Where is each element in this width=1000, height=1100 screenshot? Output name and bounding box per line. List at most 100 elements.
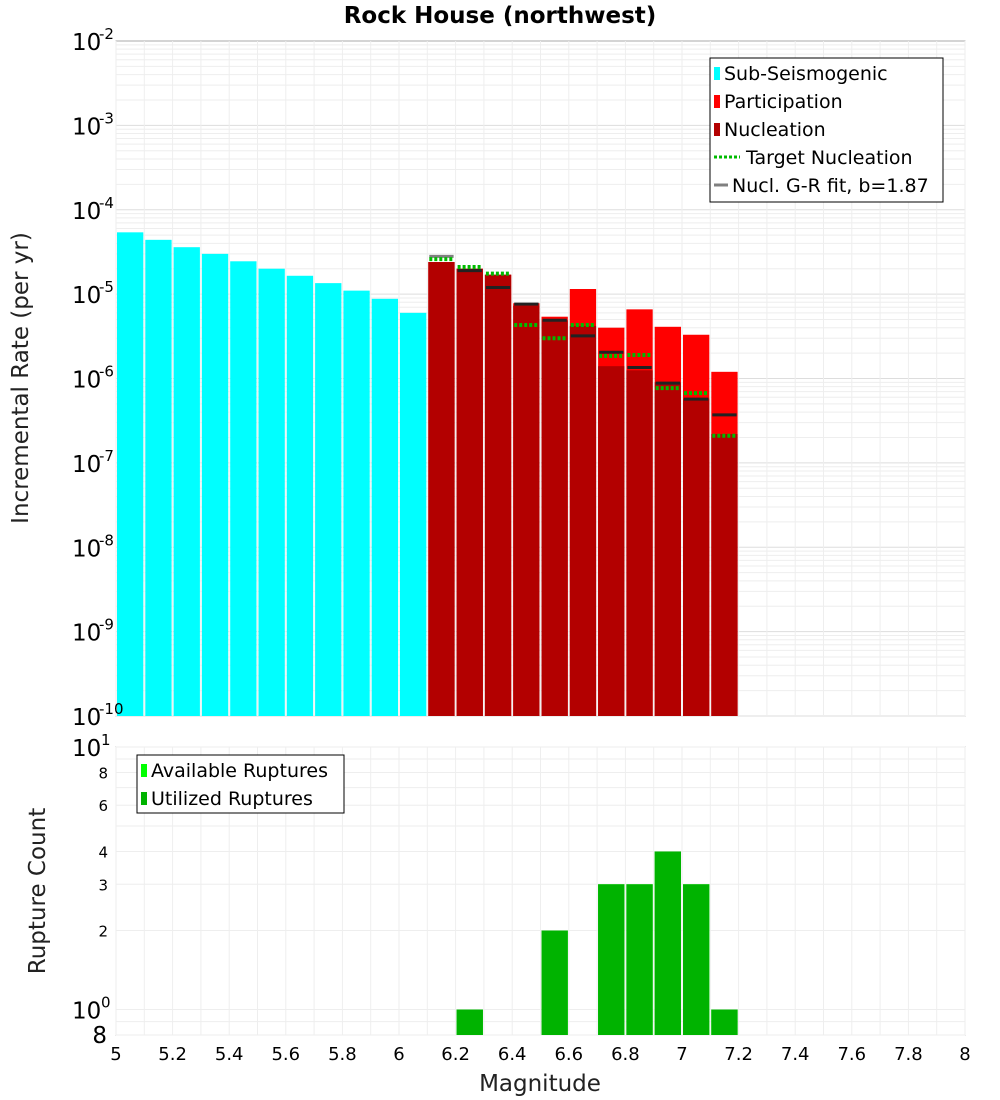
sub-seismogenic-bar (371, 298, 398, 716)
legend-label-participation: Participation (724, 91, 843, 113)
rate-legend-box (709, 57, 944, 203)
sub-seismogenic-bar (117, 232, 144, 716)
y-tick-label: 10 (72, 536, 101, 562)
sub-seismogenic-bar (145, 239, 172, 716)
y-minor-tick-label: 3 (98, 876, 108, 894)
x-tick-label: 7 (676, 1044, 687, 1065)
x-tick-label: 5.4 (215, 1044, 244, 1065)
utilized-ruptures-bar (598, 884, 625, 1035)
sub-seismogenic-bar (286, 275, 314, 716)
nucleation-bar (541, 320, 568, 716)
nucleation-bar (569, 325, 597, 716)
y-minor-tick-label: 8 (92, 1023, 107, 1049)
x-tick-label: 7.4 (781, 1044, 810, 1065)
y-tick-label: 10 (72, 368, 101, 394)
sub-seismogenic-bar (230, 261, 257, 716)
y-tick-exponent: -2 (99, 25, 114, 43)
legend-label-utilized-ruptures: Utilized Ruptures (151, 788, 313, 810)
sub-seismogenic-bar (201, 253, 229, 716)
utilized-ruptures-bar (711, 1009, 738, 1035)
x-tick-label: 5.6 (271, 1044, 300, 1065)
y-tick-exponent: -7 (99, 447, 114, 465)
y-minor-tick-label: 6 (98, 797, 108, 815)
legend-label-gr-fit: Nucl. G-R fit, b=1.87 (732, 175, 929, 197)
sub-seismogenic-bar (400, 312, 427, 716)
legend-swatch-nucleation (714, 123, 720, 136)
rate-plot-y-label: Incremental Rate (per yr) (8, 232, 34, 524)
x-tick-label: 7.2 (724, 1044, 753, 1065)
x-tick-label: 6.2 (441, 1044, 470, 1065)
rupture-legend-box (136, 754, 345, 814)
legend-label-sub-seismogenic: Sub-Seismogenic (724, 63, 888, 85)
rupture-plot-bars (456, 851, 738, 1035)
rupture-plot-legend: Available Ruptures Utilized Ruptures (136, 754, 345, 814)
y-tick-exponent: -6 (99, 363, 114, 381)
legend-label-available-ruptures: Available Ruptures (151, 760, 328, 782)
sub-seismogenic-bar (315, 283, 342, 716)
nucleation-bar (626, 370, 653, 716)
x-tick-label: 6.8 (611, 1044, 640, 1065)
y-tick-label: 10 (72, 30, 101, 56)
x-tick-label: 6.4 (498, 1044, 527, 1065)
y-tick-exponent: -10 (99, 700, 124, 718)
nucleation-bar (513, 305, 540, 716)
sub-seismogenic-bar (258, 268, 285, 716)
nucleation-bar (598, 366, 625, 716)
legend-swatch-available-ruptures (141, 764, 147, 777)
y-tick-label: 10 (72, 452, 101, 478)
y-minor-tick-label: 8 (98, 764, 108, 782)
legend-label-nucleation: Nucleation (724, 119, 826, 141)
x-tick-label: 5 (110, 1044, 121, 1065)
legend-swatch-utilized-ruptures (141, 792, 147, 805)
y-tick-exponent: -3 (99, 109, 114, 127)
y-minor-tick-label: 2 (98, 923, 108, 941)
x-tick-label: 7.6 (837, 1044, 866, 1065)
y-tick-exponent: -8 (99, 531, 114, 549)
y-tick-label: 10 (72, 199, 101, 225)
nucleation-bar (456, 268, 483, 716)
nucleation-bar (428, 262, 455, 716)
utilized-ruptures-bar (541, 930, 568, 1035)
y-tick-exponent: -4 (99, 194, 114, 212)
utilized-ruptures-bar (456, 1009, 483, 1035)
chart-title: Rock House (northwest) (344, 3, 657, 29)
y-tick-exponent: 1 (101, 731, 111, 749)
sub-seismogenic-bar (343, 290, 370, 716)
y-tick-label: 10 (72, 705, 101, 731)
sub-seismogenic-bar (173, 247, 200, 716)
y-tick-label: 10 (72, 999, 101, 1025)
x-tick-label: 6 (393, 1044, 404, 1065)
y-tick-label: 10 (72, 283, 101, 309)
rupture-plot-y-label: Rupture Count (25, 808, 51, 974)
rate-plot-bars (117, 232, 738, 716)
x-axis-label: Magnitude (479, 1071, 601, 1097)
nucleation-bar (484, 274, 512, 716)
x-tick-label: 6.6 (554, 1044, 583, 1065)
y-tick-label: 10 (72, 114, 101, 140)
y-tick-exponent: -5 (99, 278, 114, 296)
utilized-ruptures-bar (626, 884, 653, 1035)
legend-swatch-sub-seismogenic (714, 67, 720, 80)
x-tick-label: 7.8 (894, 1044, 923, 1065)
x-tick-label: 8 (959, 1044, 970, 1065)
rupture-plot-x-ticks: 5 5.2 5.4 5.6 5.8 6 6.2 6.4 6.6 6.8 7 7.2 7.4 7.6 7.8 8 (110, 1044, 970, 1065)
y-tick-label: 10 (72, 736, 101, 762)
utilized-ruptures-bar (683, 884, 710, 1035)
y-tick-exponent: -9 (99, 616, 114, 634)
y-tick-label: 10 (72, 621, 101, 647)
legend-label-target-nucleation: Target Nucleation (745, 147, 913, 169)
x-tick-label: 5.2 (158, 1044, 187, 1065)
utilized-ruptures-bar (654, 851, 681, 1035)
x-tick-label: 5.8 (328, 1044, 357, 1065)
nucleation-bar (711, 433, 738, 716)
rupture-plot-grid (115, 746, 966, 1036)
y-minor-tick-label: 4 (98, 843, 108, 861)
nucleation-bar (683, 398, 710, 716)
rate-plot-legend: Sub-Seismogenic Participation Nucleation… (709, 57, 944, 203)
nucleation-bar (654, 382, 681, 716)
rate-plot-markers (429, 254, 737, 438)
